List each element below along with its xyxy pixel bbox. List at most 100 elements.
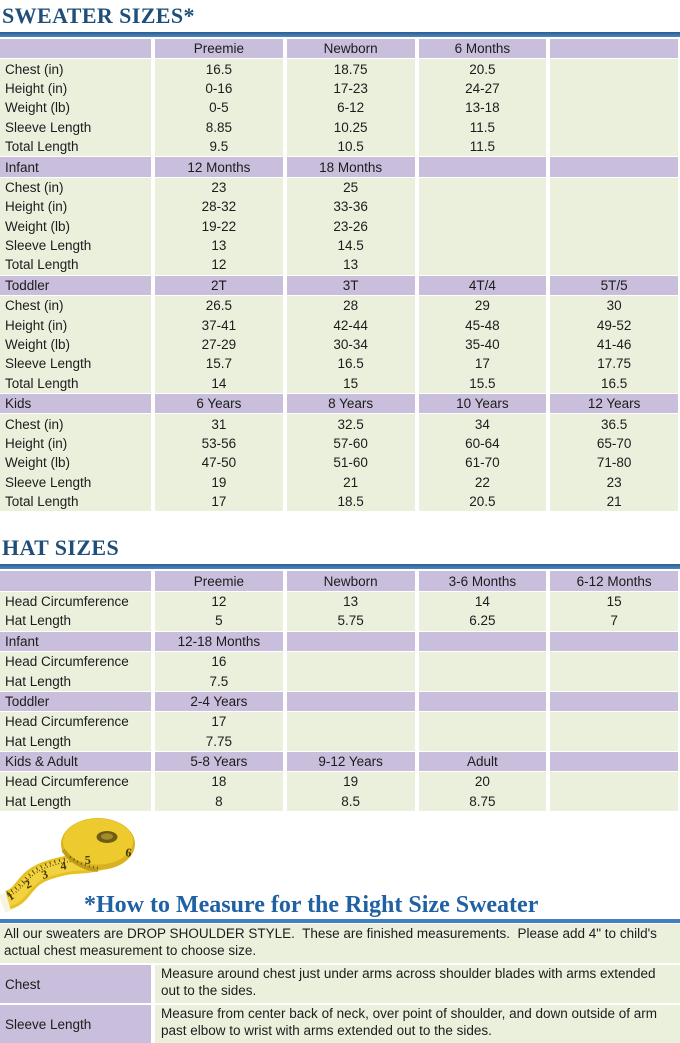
row-label-cell: Toddler bbox=[0, 691, 151, 712]
value-cell: 16.5 bbox=[550, 373, 678, 394]
size-header-cell: 12 Months bbox=[155, 157, 283, 177]
value-cell: 25 bbox=[286, 177, 415, 198]
value-cell: 12 bbox=[155, 591, 283, 612]
tape-number-2: 2 bbox=[22, 877, 34, 892]
section-header-row: Infant 12 Months 18 Months bbox=[0, 157, 678, 177]
data-row: Head Circumference 16 bbox=[0, 651, 678, 672]
row-label-cell: Total Length bbox=[0, 373, 151, 394]
value-cell: 17-23 bbox=[286, 78, 415, 99]
size-header-cell: 18 Months bbox=[286, 157, 415, 177]
value-cell: 45-48 bbox=[418, 315, 547, 335]
size-header-cell: 6 Months bbox=[418, 39, 547, 59]
value-cell: 21 bbox=[550, 491, 678, 512]
row-label-cell: Hat Length bbox=[0, 791, 151, 812]
size-header-cell: 9-12 Years bbox=[286, 751, 415, 772]
value-cell: 16 bbox=[155, 651, 283, 672]
data-row: Weight (lb) 27-29 30-34 35-40 41-46 bbox=[0, 334, 678, 355]
size-header-cell: 2T bbox=[155, 275, 283, 296]
row-label-cell: Head Circumference bbox=[0, 772, 151, 792]
value-cell: 30-34 bbox=[286, 334, 415, 355]
value-cell: 5.75 bbox=[286, 611, 415, 631]
value-cell bbox=[550, 136, 678, 157]
data-row: Chest (in) 16.5 18.75 20.5 bbox=[0, 59, 678, 79]
value-cell bbox=[550, 59, 678, 79]
row-label-cell: Infant bbox=[0, 157, 151, 177]
value-cell bbox=[286, 731, 415, 751]
value-cell: 18 bbox=[155, 772, 283, 792]
row-label-cell: Chest (in) bbox=[0, 177, 151, 198]
section-header-row: Kids 6 Years 8 Years 10 Years 12 Years bbox=[0, 394, 678, 414]
value-cell: 71-80 bbox=[550, 453, 678, 473]
size-header-cell: 3T bbox=[286, 275, 415, 296]
size-header-cell: Adult bbox=[418, 751, 547, 772]
value-cell: 19-22 bbox=[155, 216, 283, 236]
value-cell bbox=[418, 216, 547, 236]
value-cell: 20.5 bbox=[418, 59, 547, 79]
data-row: Height (in) 28-32 33-36 bbox=[0, 197, 678, 217]
value-cell: 21 bbox=[286, 472, 415, 492]
value-cell bbox=[550, 177, 678, 198]
value-cell bbox=[550, 235, 678, 256]
value-cell bbox=[286, 671, 415, 691]
tape-number-3: 3 bbox=[40, 867, 50, 882]
value-cell: 14 bbox=[418, 591, 547, 612]
data-row: Total Length 14 15 15.5 16.5 bbox=[0, 373, 678, 394]
size-header-cell: Preemie bbox=[155, 39, 283, 59]
size-header-cell: 6-12 Months bbox=[550, 571, 678, 591]
value-cell: 13 bbox=[286, 255, 415, 275]
data-row: Sleeve Length 19 21 22 23 bbox=[0, 472, 678, 492]
value-cell bbox=[418, 731, 547, 751]
size-header-cell bbox=[550, 631, 678, 651]
section-header-row: Preemie Newborn 3-6 Months 6-12 Months bbox=[0, 571, 678, 591]
row-label-cell: Hat Length bbox=[0, 671, 151, 691]
measuring-tape-icon: 1 2 3 4 5 6 bbox=[0, 818, 135, 913]
value-cell: 13 bbox=[286, 591, 415, 612]
value-cell: 32.5 bbox=[286, 414, 415, 434]
value-cell bbox=[418, 671, 547, 691]
size-header-cell: 4T/4 bbox=[418, 275, 547, 296]
row-label-cell: Chest (in) bbox=[0, 414, 151, 434]
data-row: Weight (lb) 47-50 51-60 61-70 71-80 bbox=[0, 453, 678, 473]
value-cell bbox=[550, 772, 678, 792]
size-header-cell: Preemie bbox=[155, 571, 283, 591]
sweater-title-rule bbox=[0, 32, 680, 37]
value-cell: 47-50 bbox=[155, 453, 283, 473]
row-label-cell: Kids & Adult bbox=[0, 751, 151, 772]
data-row: Chest (in) 31 32.5 34 36.5 bbox=[0, 414, 678, 434]
value-cell: 12 bbox=[155, 255, 283, 275]
value-cell: 20 bbox=[418, 772, 547, 792]
row-label-cell: Total Length bbox=[0, 136, 151, 157]
value-cell: 18.5 bbox=[286, 491, 415, 512]
measure-description-sleeve-length: Measure from center back of neck, over p… bbox=[155, 1005, 680, 1043]
size-header-cell: 10 Years bbox=[418, 394, 547, 414]
hat-title-rule bbox=[0, 564, 680, 570]
size-header-cell: Newborn bbox=[286, 571, 415, 591]
data-row: Height (in) 37-41 42-44 45-48 49-52 bbox=[0, 315, 678, 335]
value-cell: 16.5 bbox=[155, 59, 283, 79]
row-label-cell: Chest (in) bbox=[0, 59, 151, 79]
value-cell: 41-46 bbox=[550, 334, 678, 355]
value-cell: 34 bbox=[418, 414, 547, 434]
value-cell: 57-60 bbox=[286, 433, 415, 454]
size-header-cell bbox=[286, 691, 415, 712]
measure-intro-text: All our sweaters are DROP SHOULDER STYLE… bbox=[0, 924, 680, 964]
data-row: Head Circumference 12 13 14 15 bbox=[0, 591, 678, 612]
row-label-cell: Head Circumference bbox=[0, 591, 151, 612]
value-cell: 19 bbox=[155, 472, 283, 492]
row-label-cell: Height (in) bbox=[0, 197, 151, 217]
value-cell: 13-18 bbox=[418, 98, 547, 118]
value-cell: 23-26 bbox=[286, 216, 415, 236]
value-cell: 31 bbox=[155, 414, 283, 434]
row-label-cell: Head Circumference bbox=[0, 651, 151, 672]
value-cell: 5 bbox=[155, 611, 283, 631]
value-cell: 14 bbox=[155, 373, 283, 394]
value-cell: 8.5 bbox=[286, 791, 415, 812]
value-cell bbox=[550, 98, 678, 118]
section-header-row: Preemie Newborn 6 Months bbox=[0, 39, 678, 59]
row-label-cell: Infant bbox=[0, 631, 151, 651]
row-label-cell: Weight (lb) bbox=[0, 98, 151, 118]
value-cell bbox=[550, 791, 678, 812]
size-chart-document: SWEATER SIZES* Preemie Newborn 6 Months Che… bbox=[0, 3, 680, 1043]
row-label-cell bbox=[0, 39, 151, 59]
hat-sizes-table: Preemie Newborn 3-6 Months 6-12 Months Head … bbox=[0, 571, 678, 812]
